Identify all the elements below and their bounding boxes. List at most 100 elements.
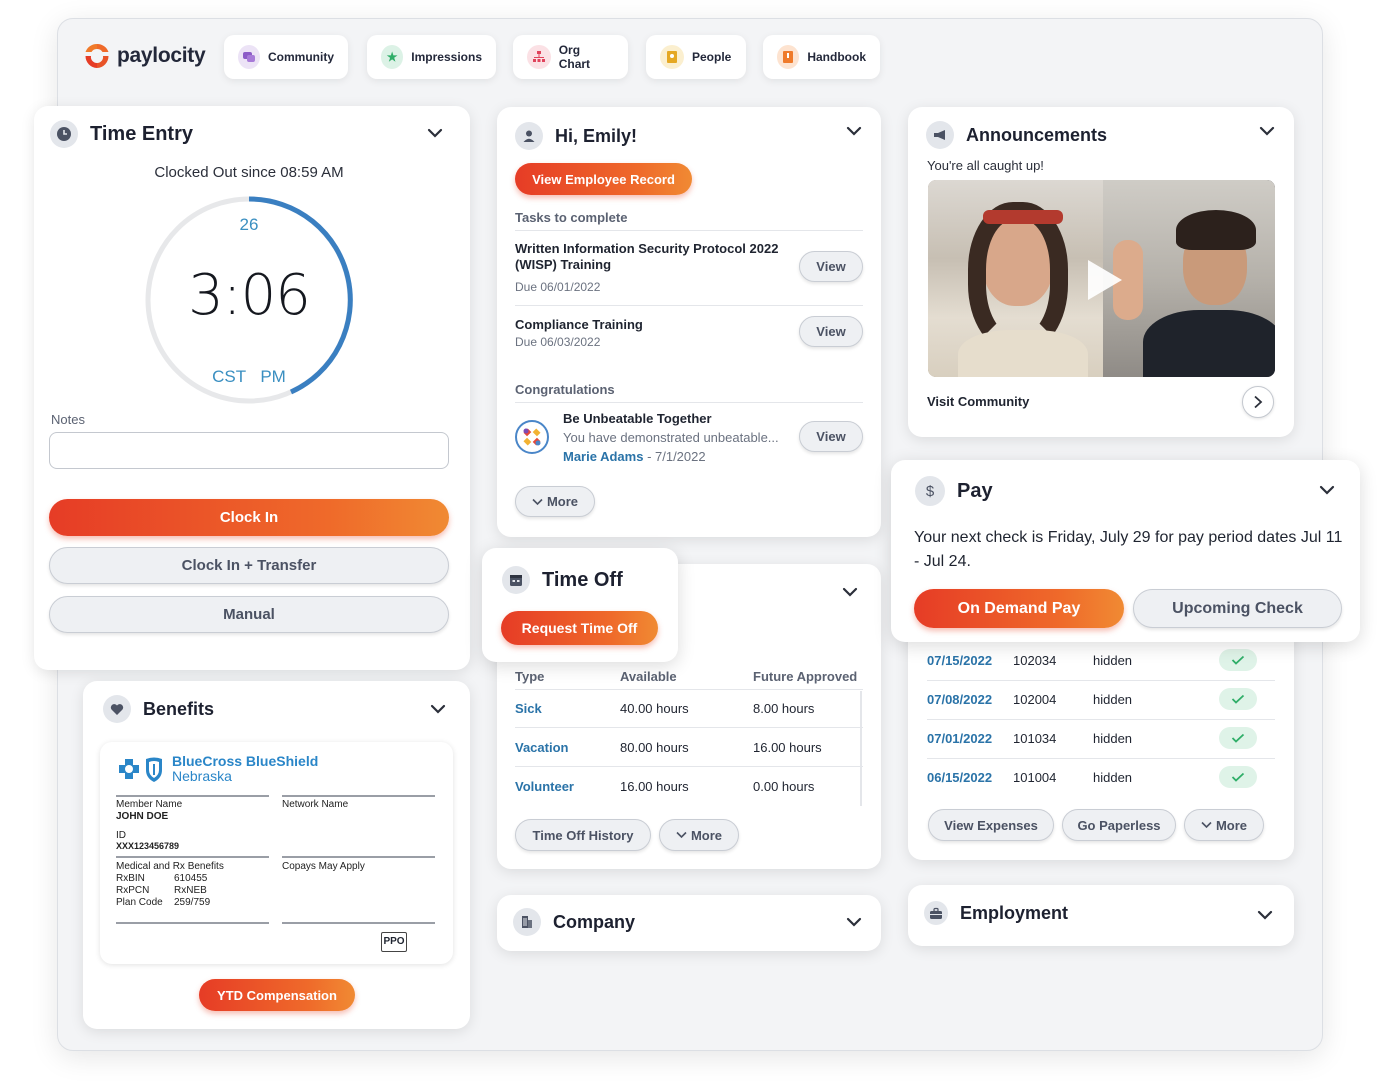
pay-more-button[interactable]: More xyxy=(1184,809,1264,841)
ppo-badge: PPO xyxy=(381,932,407,952)
manual-button[interactable]: Manual xyxy=(49,596,449,633)
greeting-collapse-chevron-icon[interactable] xyxy=(843,120,865,142)
time-off-type-link[interactable]: Vacation xyxy=(515,740,569,755)
clock-in-button[interactable]: Clock In xyxy=(49,499,449,536)
view-task-button[interactable]: View xyxy=(799,316,863,347)
time-off-type-link[interactable]: Volunteer xyxy=(515,779,574,794)
paylocity-logo[interactable]: paylocity xyxy=(83,42,206,70)
time-entry-title: Time Entry xyxy=(90,122,193,145)
more-button[interactable]: More xyxy=(515,486,595,517)
task-title-line: (WISP) Training xyxy=(515,257,612,272)
time-off-available: 40.00 hours xyxy=(620,701,689,716)
check-date-link[interactable]: 07/01/2022 xyxy=(927,731,993,746)
headband xyxy=(983,210,1063,224)
upcoming-check-button[interactable]: Upcoming Check xyxy=(1133,589,1342,628)
time-off-type-link[interactable]: Sick xyxy=(515,701,542,716)
check-date-link[interactable]: 06/15/2022 xyxy=(927,770,993,785)
time-off-more-button[interactable]: More xyxy=(659,819,739,851)
benefits-collapse-chevron-icon[interactable] xyxy=(427,698,449,720)
check-date-link[interactable]: 07/08/2022 xyxy=(927,692,993,707)
card-divider xyxy=(116,922,269,924)
ytd-compensation-button[interactable]: YTD Compensation xyxy=(199,979,355,1011)
hair-right xyxy=(1176,210,1256,250)
announcement-video[interactable] xyxy=(928,180,1275,377)
nav-community[interactable]: Community xyxy=(224,35,348,79)
go-paperless-button[interactable]: Go Paperless xyxy=(1062,809,1176,841)
member-name: JOHN DOE xyxy=(116,811,169,822)
benefits-title: Benefits xyxy=(143,698,215,719)
company-card[interactable]: Company xyxy=(497,895,881,951)
check-status-icon xyxy=(1219,727,1257,749)
congrats-author-link[interactable]: Marie Adams xyxy=(563,449,644,464)
announcements-card: Announcements You're all caught up! Visi… xyxy=(908,107,1294,437)
dollar-icon: $ xyxy=(915,476,945,506)
view-congrats-button[interactable]: View xyxy=(799,421,863,452)
time-entry-collapse-chevron-icon[interactable] xyxy=(424,122,446,144)
people-icon xyxy=(660,45,684,69)
column-header-type: Type xyxy=(515,669,545,684)
divider xyxy=(515,727,863,728)
card-divider xyxy=(282,856,435,858)
calendar-icon xyxy=(502,566,530,594)
rx-value: 610455 xyxy=(174,873,208,884)
divider xyxy=(927,719,1275,720)
divider xyxy=(515,766,863,767)
check-amount: hidden xyxy=(1093,692,1133,707)
on-demand-pay-button[interactable]: On Demand Pay xyxy=(914,589,1124,628)
pay-collapse-chevron-icon[interactable] xyxy=(1316,479,1338,501)
nav-org-chart[interactable]: Org Chart xyxy=(513,35,628,79)
insurance-card[interactable]: BlueCross BlueShield Nebraska Member Nam… xyxy=(100,742,453,964)
announcements-status: You're all caught up! xyxy=(927,158,1044,173)
time-off-collapse-chevron-icon[interactable] xyxy=(839,581,861,603)
check-status-icon xyxy=(1219,688,1257,710)
divider xyxy=(927,680,1275,681)
divider xyxy=(515,689,863,690)
announcements-title: Announcements xyxy=(966,124,1108,145)
view-task-button[interactable]: View xyxy=(799,251,863,282)
task-title: Compliance Training xyxy=(515,317,643,332)
nav-handbook[interactable]: Handbook xyxy=(763,35,880,79)
card-divider xyxy=(282,922,435,924)
visit-community-button[interactable] xyxy=(1242,386,1274,418)
nav-people[interactable]: People xyxy=(646,35,746,79)
check-amount: hidden xyxy=(1093,653,1133,668)
pay-card: $ Pay Your next check is Friday, July 29… xyxy=(891,460,1360,642)
request-time-off-button[interactable]: Request Time Off xyxy=(501,611,658,645)
congrats-message: You have demonstrated unbeatable... xyxy=(563,430,779,445)
view-expenses-button[interactable]: View Expenses xyxy=(928,809,1054,841)
view-employee-record-button[interactable]: View Employee Record xyxy=(515,163,692,195)
employment-card[interactable]: Employment xyxy=(908,885,1294,946)
play-icon[interactable] xyxy=(1084,258,1124,307)
clock-in-transfer-button[interactable]: Clock In + Transfer xyxy=(49,547,449,584)
check-date-link[interactable]: 07/15/2022 xyxy=(927,653,993,668)
star-icon: ★ xyxy=(381,45,404,69)
card-divider xyxy=(116,795,269,797)
time-off-history-button[interactable]: Time Off History xyxy=(515,819,651,851)
time-off-future: 0.00 hours xyxy=(753,779,815,794)
visit-community-link[interactable]: Visit Community xyxy=(927,394,1030,409)
employment-collapse-chevron-icon[interactable] xyxy=(1254,904,1276,926)
rx-value: 259/759 xyxy=(174,897,211,908)
unbeatable-badge-icon xyxy=(515,420,549,454)
table-scrollbar[interactable] xyxy=(860,691,862,806)
nav-handbook-label: Handbook xyxy=(807,50,866,64)
notes-input[interactable] xyxy=(49,432,449,469)
time-off-future: 16.00 hours xyxy=(753,740,822,755)
pay-history-card: 07/15/2022 102034 hidden 07/08/2022 1020… xyxy=(908,600,1294,860)
task-title-line: Written Information Security Protocol 20… xyxy=(515,241,779,256)
greeting-title: Hi, Emily! xyxy=(555,125,638,146)
company-collapse-chevron-icon[interactable] xyxy=(843,911,865,933)
chevron-down-icon xyxy=(1201,821,1212,829)
paylocity-logo-icon xyxy=(83,42,111,70)
nav-impressions[interactable]: ★ Impressions xyxy=(367,35,496,79)
check-number: 101034 xyxy=(1013,731,1057,746)
clock-status: Clocked Out since 08:59 AM xyxy=(154,164,344,181)
check-number: 102034 xyxy=(1013,653,1057,668)
next-check-message: Your next check is Friday, July 29 for p… xyxy=(914,529,1343,570)
announcements-collapse-chevron-icon[interactable] xyxy=(1256,120,1278,142)
divider xyxy=(515,305,863,306)
check-number: 102004 xyxy=(1013,692,1057,707)
clock-timezone: CST xyxy=(212,367,247,386)
member-name-label: Member Name xyxy=(116,799,183,810)
insurer-name: BlueCross BlueShield xyxy=(172,753,319,769)
